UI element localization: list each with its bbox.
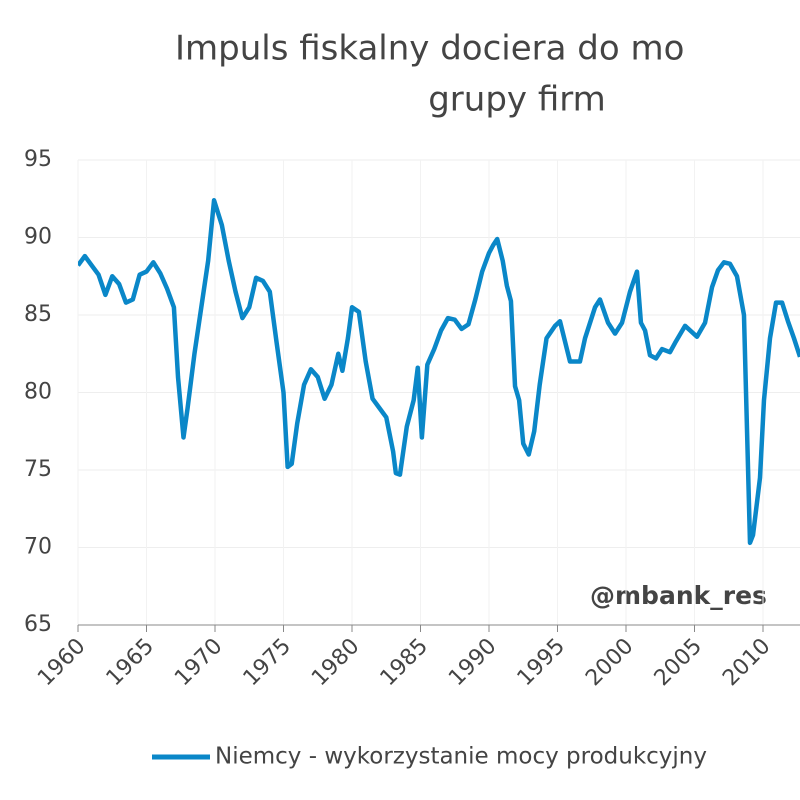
x-tick-label: 1985 bbox=[376, 634, 433, 691]
x-tick-label: 1995 bbox=[513, 634, 570, 691]
plot-area bbox=[78, 198, 800, 546]
series-line bbox=[78, 198, 800, 546]
y-tick-label: 85 bbox=[24, 302, 52, 327]
x-tick-label: 2010 bbox=[718, 634, 775, 691]
y-tick-label: 90 bbox=[24, 225, 52, 250]
chart-title: Impuls fiskalny dociera do mo bbox=[175, 29, 684, 69]
x-tick-label: 1960 bbox=[33, 634, 90, 691]
y-tick-label: 75 bbox=[24, 457, 52, 482]
watermark: @mbank_res bbox=[590, 581, 767, 610]
x-tick-label: 2005 bbox=[650, 634, 707, 691]
y-tick-label: 65 bbox=[24, 612, 52, 637]
x-tick-label: 1965 bbox=[102, 634, 159, 691]
y-tick-label: 70 bbox=[24, 535, 52, 560]
x-tick-label: 1975 bbox=[239, 634, 296, 691]
x-tick-label: 1980 bbox=[307, 634, 364, 691]
x-tick-label: 1990 bbox=[444, 634, 501, 691]
y-tick-label: 80 bbox=[24, 380, 52, 405]
legend-label: Niemcy - wykorzystanie mocy produkcyjny bbox=[215, 744, 707, 770]
y-tick-label: 95 bbox=[24, 147, 52, 172]
x-tick-label: 2000 bbox=[581, 634, 638, 691]
x-tick-label: 1970 bbox=[170, 634, 227, 691]
chart-title: grupy firm bbox=[428, 80, 606, 120]
